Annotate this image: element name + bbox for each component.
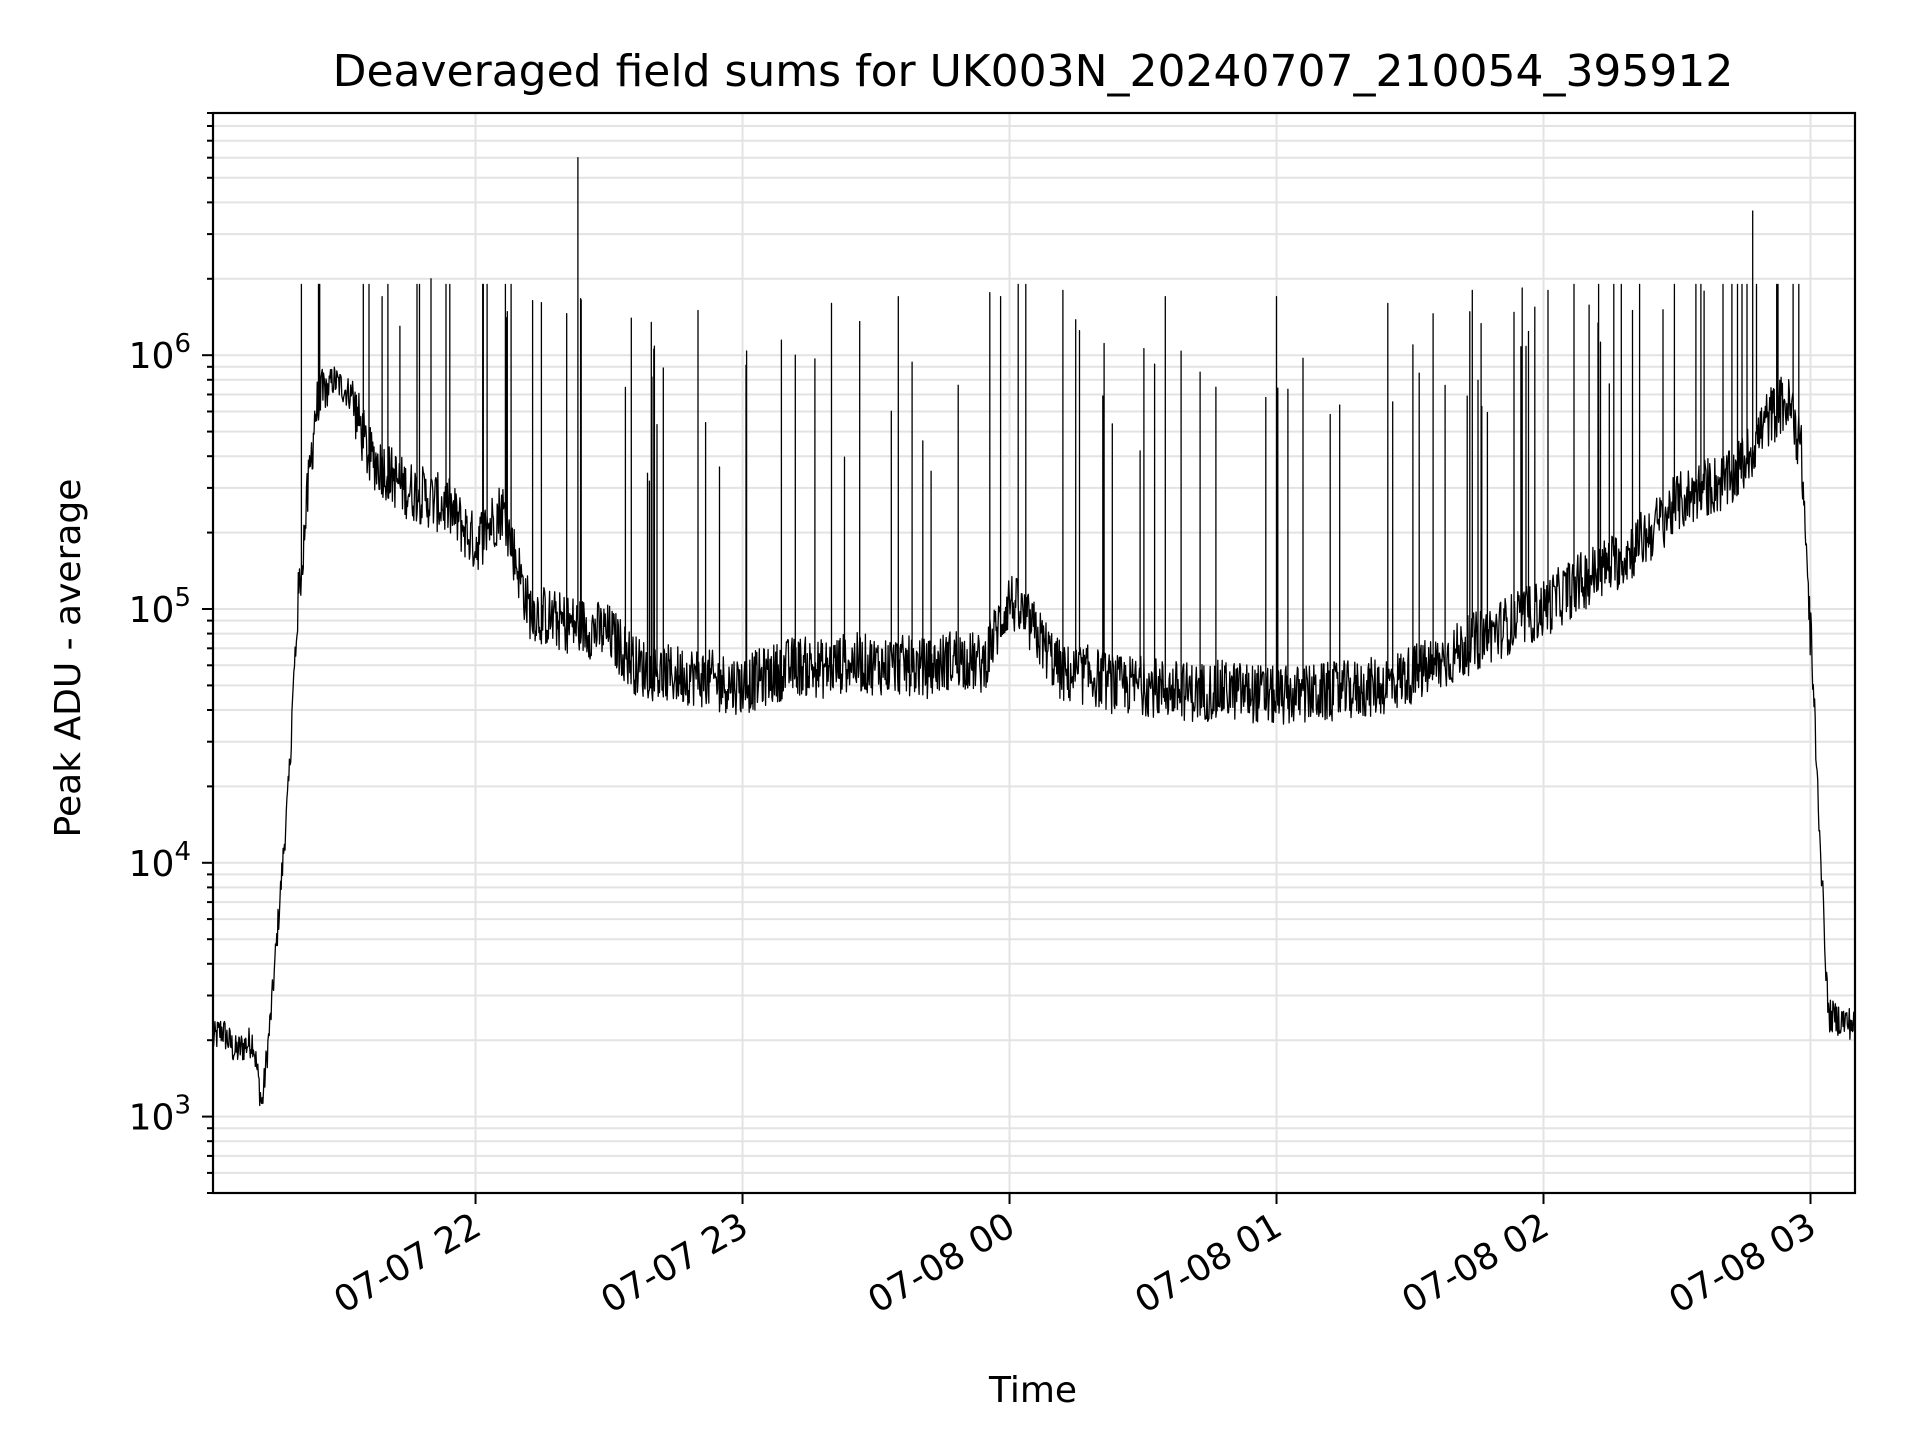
y-axis-label: Peak ADU - average — [48, 479, 89, 838]
series-line — [212, 157, 1856, 1107]
y-tick-label: 106 — [129, 329, 191, 377]
series-area — [212, 157, 1856, 1107]
y-tick-label: 104 — [129, 837, 191, 885]
chart-title: Deaveraged field sums for UK003N_2024070… — [333, 46, 1734, 97]
plot-frame — [211, 111, 1857, 1195]
grid — [213, 112, 1855, 1194]
x-axis-label: Time — [988, 1370, 1077, 1411]
y-tick-label: 105 — [129, 583, 191, 631]
y-tick-label: 103 — [129, 1091, 191, 1139]
